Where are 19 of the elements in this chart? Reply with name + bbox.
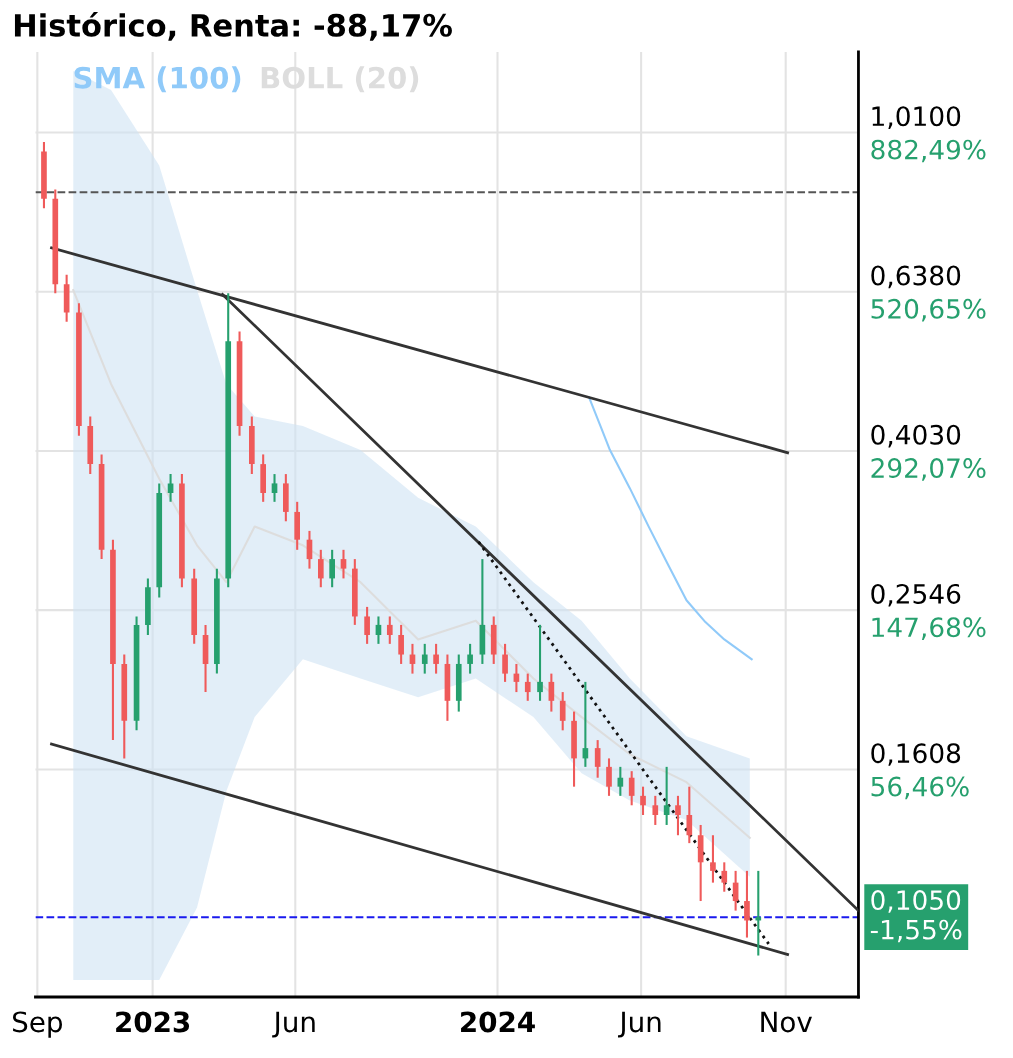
text: 520,65%	[871, 298, 986, 322]
x-tick-label: Sep	[13, 1011, 62, 1038]
text: 882,49%	[871, 139, 986, 163]
y-tick-label: 0,6380	[871, 265, 961, 289]
ref-line-label: 0,1050 -1,55%	[870, 890, 962, 943]
text: SMA (100)	[74, 66, 241, 93]
text: 147,68%	[872, 617, 986, 640]
x-tick-label: Nov	[761, 1011, 812, 1033]
text: 292,07%	[871, 458, 986, 481]
x-tick-label: Jun	[617, 1011, 661, 1038]
x-tick-label: 2024	[461, 1011, 535, 1033]
y-tick-label: 0,2546	[871, 583, 961, 607]
x-tick-label: Jun	[272, 1011, 315, 1038]
y-tick-label: 0,1608	[871, 743, 961, 766]
x-tick-label: 2023	[116, 1011, 190, 1033]
y-tick-label: 1,0100	[872, 106, 961, 129]
y-tick-label: 0,4030	[871, 424, 961, 448]
chart-title: Histórico, Renta: -88,17%	[14, 11, 452, 41]
text: 56,46%	[871, 776, 969, 800]
